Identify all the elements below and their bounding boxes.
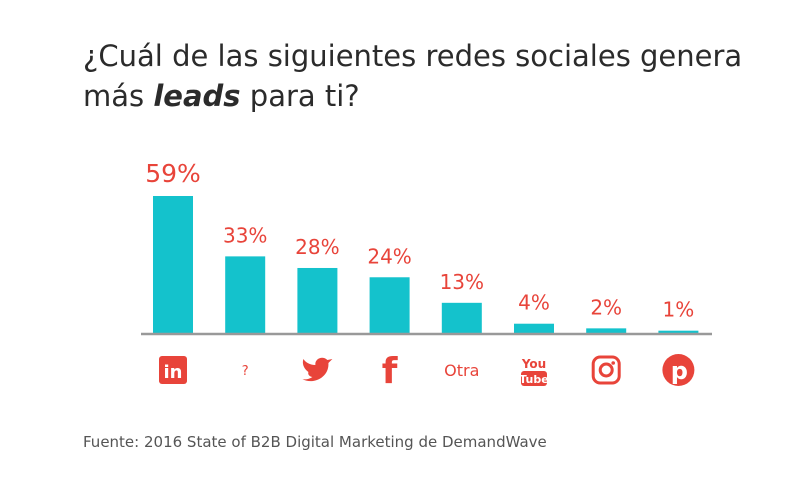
bar-chart: 59% 33% 28% 24% 13% 4% 2% 1% in? f Otra You Tube p — [141, 159, 712, 392]
bar-1 — [225, 256, 266, 333]
data-label-0: 59% — [145, 159, 201, 188]
instagram-icon-dot — [611, 361, 615, 365]
data-label-3: 24% — [367, 244, 411, 268]
instagram-icon — [591, 355, 621, 385]
data-label-4: 13% — [440, 270, 484, 294]
youtube-icon: You Tube — [519, 357, 549, 386]
instagram-icon-lens — [598, 362, 614, 378]
category-label-1: ? — [242, 364, 249, 379]
data-label-1: 33% — [223, 223, 267, 247]
data-label-2: 28% — [295, 235, 339, 259]
category-label-4: Otra — [444, 361, 479, 380]
linkedin-icon-bg — [159, 356, 187, 384]
bar-6 — [586, 328, 627, 333]
facebook-icon-glyph: f — [382, 351, 398, 392]
twitter-icon — [302, 357, 333, 382]
data-label-7: 1% — [663, 298, 695, 322]
data-label-5: 4% — [518, 291, 550, 315]
bar-7 — [658, 330, 699, 333]
bar-2 — [297, 267, 338, 333]
linkedin-icon-glyph: in — [164, 362, 183, 383]
pinterest-icon: p — [662, 354, 695, 386]
youtube-icon-top: You — [521, 357, 546, 371]
bar-0 — [153, 196, 193, 333]
instagram-icon-frame — [591, 355, 621, 385]
data-label-6: 2% — [590, 295, 622, 319]
linkedin-icon: in — [159, 356, 187, 384]
bar-3 — [369, 277, 410, 333]
pinterest-icon-circle — [662, 354, 695, 386]
facebook-icon: f — [382, 351, 398, 392]
bar-4 — [441, 302, 482, 333]
twitter-bird-shape — [302, 357, 333, 382]
bar-5 — [514, 323, 554, 333]
youtube-icon-bottom: Tube — [519, 373, 548, 386]
youtube-icon-box — [521, 371, 547, 386]
pinterest-icon-glyph: p — [671, 357, 688, 385]
chart-title: ¿Cuál de las siguientes redes sociales g… — [83, 39, 743, 113]
chart-source: Fuente: 2016 State of B2B Digital Market… — [83, 433, 547, 451]
